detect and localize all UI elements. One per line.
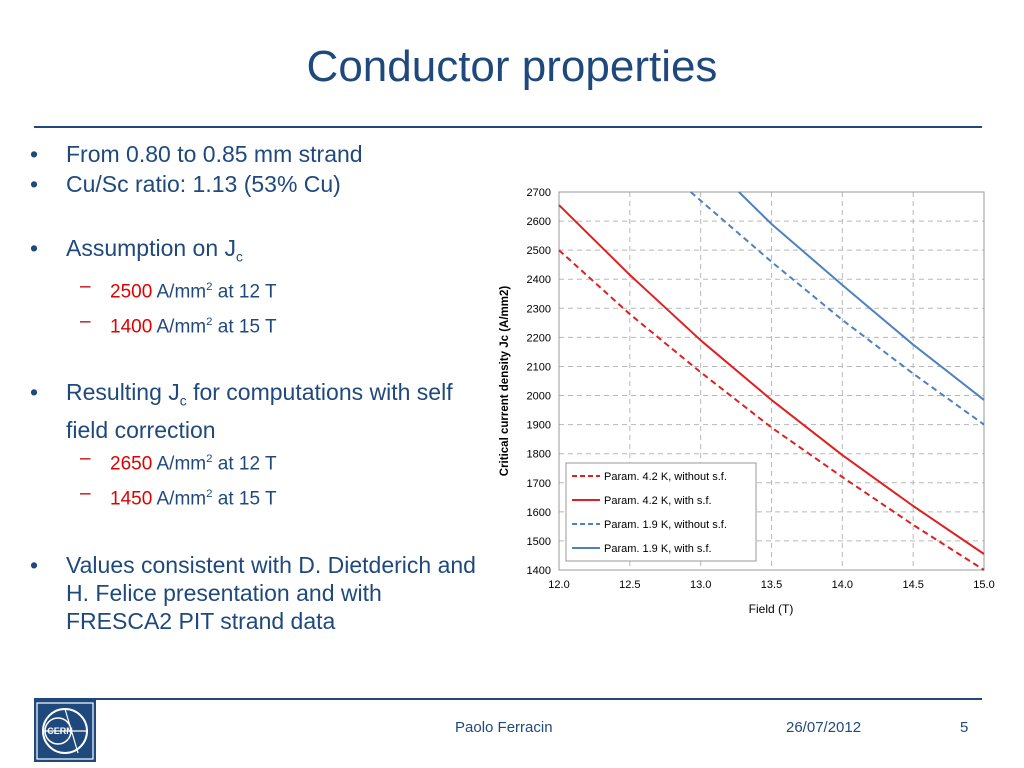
legend-label: Param. 4.2 K, with s.f. (604, 495, 712, 507)
y-axis-label: Critical current density Jc (A/mm2) (499, 286, 511, 477)
assumption-sub: c (236, 249, 243, 265)
plot-frame (558, 191, 985, 571)
y-tick-label: 1700 (527, 478, 551, 490)
bullet-assumption: Assumption on Jc (30, 234, 490, 272)
assumption-item: 1400 A/mm2 at 15 T (30, 307, 490, 342)
logo-text: CERN (47, 726, 73, 736)
resulting-unit: A/mm (152, 453, 207, 475)
y-tick-label: 2700 (527, 187, 551, 199)
y-tick-label: 2400 (527, 274, 551, 286)
series-line-0 (558, 249, 985, 571)
y-tick-label: 2000 (527, 391, 551, 403)
y-tick-label: 2100 (527, 361, 551, 373)
resulting-field: at 12 T (212, 453, 277, 475)
jc-vs-field-chart: 1400 1500 1600 1700 1800 1900 2000 2100 2200 2300… (499, 187, 995, 616)
series-line-2 (690, 191, 985, 426)
chart-series (558, 191, 985, 571)
assumption-unit: A/mm (152, 280, 207, 302)
title-divider (34, 126, 982, 128)
y-tick-label: 1600 (527, 507, 551, 519)
legend-label: Param. 1.9 K, without s.f. (604, 519, 727, 531)
y-tick-label: 1800 (527, 449, 551, 461)
resulting-sup: 2 (206, 452, 213, 465)
resulting-item: 1450 A/mm2 at 15 T (30, 479, 490, 514)
x-tick-label: 13.5 (761, 579, 782, 591)
y-tick-label: 2500 (527, 245, 551, 257)
y-tick-labels: 1400 1500 1600 1700 1800 1900 2000 2100 2200 2300… (527, 187, 551, 577)
bullet-strand: From 0.80 to 0.85 mm strand (30, 140, 490, 168)
bullet-list: From 0.80 to 0.85 mm strand Cu/Sc ratio:… (30, 138, 490, 635)
y-tick-label: 1500 (527, 536, 551, 548)
chart-grid (559, 192, 984, 570)
resulting-sup: 2 (206, 488, 213, 501)
series-line-3 (738, 191, 985, 401)
y-tick-label: 2200 (527, 332, 551, 344)
assumption-item: 2500 A/mm2 at 12 T (30, 272, 490, 307)
assumption-field: at 12 T (212, 280, 277, 302)
assumption-value: 2500 (110, 280, 153, 302)
resulting-item: 2650 A/mm2 at 12 T (30, 444, 490, 479)
page-number: 5 (960, 719, 969, 736)
assumption-field: at 15 T (212, 316, 277, 338)
legend-box (565, 462, 757, 562)
resulting-field: at 15 T (212, 488, 277, 510)
footer-divider (34, 698, 982, 700)
resulting-text: Resulting J (66, 379, 180, 406)
resulting-value: 1450 (110, 488, 153, 510)
x-tick-label: 14.5 (902, 579, 923, 591)
assumption-sup: 2 (206, 315, 213, 328)
bullet-consistency: Values consistent with D. Dietderich and… (30, 551, 490, 635)
assumption-sup: 2 (206, 280, 213, 293)
x-tick-label: 12.0 (548, 579, 569, 591)
legend-label: Param. 4.2 K, without s.f. (604, 471, 727, 483)
footer-date: 26/07/2012 (786, 719, 862, 736)
x-tick-label: 12.5 (619, 579, 640, 591)
x-tick-labels: 12.0 12.5 13.0 13.5 14.0 14.5 15.0 (548, 579, 994, 591)
bullet-cu-sc-ratio: Cu/Sc ratio: 1.13 (53% Cu) (30, 170, 490, 198)
resulting-text-rest: for computations with self field correct… (66, 379, 453, 443)
x-axis-label: Field (T) (749, 602, 794, 616)
assumption-text: Assumption on J (66, 235, 237, 261)
legend-label: Param. 1.9 K, with s.f. (604, 543, 712, 555)
slide-title: Conductor properties (306, 42, 718, 91)
assumption-unit: A/mm (152, 316, 207, 338)
resulting-unit: A/mm (152, 488, 207, 510)
cern-logo: CERN (34, 700, 96, 762)
footer-author: Paolo Ferracin (455, 719, 553, 736)
series-line-1 (558, 204, 985, 555)
assumption-value: 1400 (110, 316, 153, 338)
chart-legend: Param. 4.2 K, without s.f. Param. 4.2 K, … (565, 462, 757, 562)
x-tick-label: 15.0 (973, 579, 994, 591)
x-tick-label: 14.0 (832, 579, 853, 591)
bullet-resulting-jc: Resulting Jc for computations with self … (30, 378, 490, 444)
resulting-value: 2650 (110, 453, 153, 475)
y-tick-label: 2300 (527, 303, 551, 315)
y-tick-label: 1400 (527, 565, 551, 577)
resulting-sub: c (179, 393, 187, 409)
y-tick-label: 1900 (527, 420, 551, 432)
y-tick-label: 2600 (527, 216, 551, 228)
x-tick-label: 13.0 (690, 579, 711, 591)
